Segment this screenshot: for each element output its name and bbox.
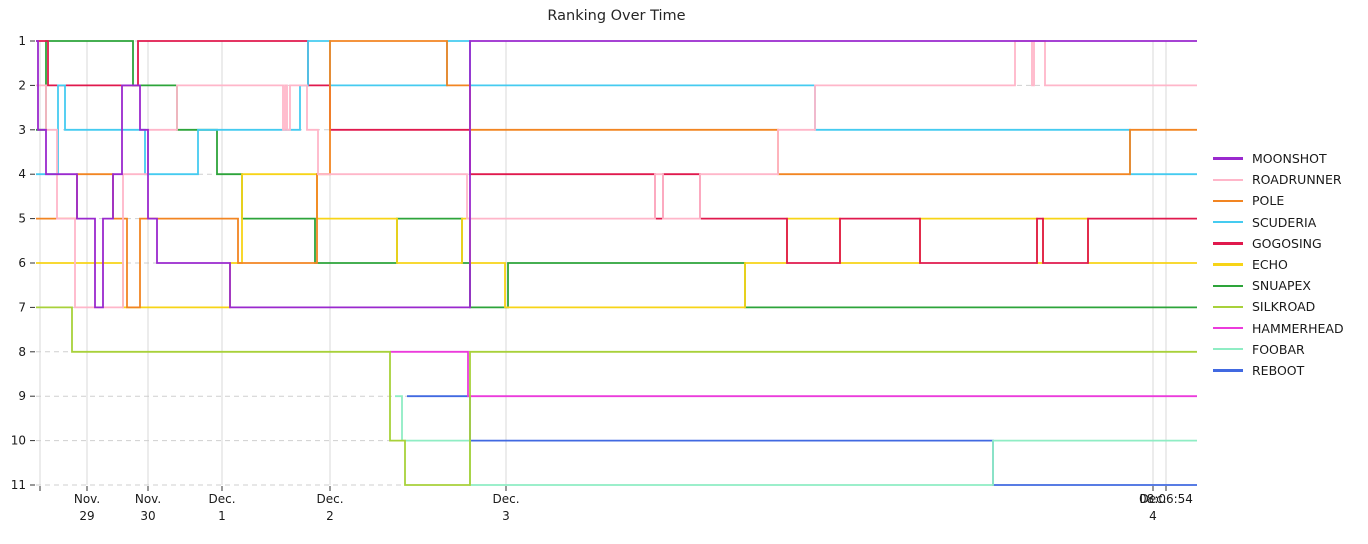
x-tick-label: Dec. [208,492,235,506]
chart-legend: MOONSHOT ROADRUNNER POLE SCUDERIA GOGOSING EC… [1213,148,1344,381]
y-tick-label: 8 [18,345,26,359]
x-tick-label: Nov. [135,492,161,506]
legend-label: FOOBAR [1252,341,1305,357]
y-tick-label: 5 [18,212,26,226]
legend-item-pole: POLE [1213,190,1344,211]
legend-swatch-icon [1213,178,1243,181]
legend-item-roadrunner: ROADRUNNER [1213,169,1344,190]
legend-swatch-icon [1213,263,1243,266]
x-tick-label: Dec. [1139,492,1166,506]
x-tick-label: Nov. [74,492,100,506]
y-tick-label: 11 [11,478,26,492]
series-line-silkroad [36,306,1197,486]
x-tick-label: 30 [140,509,155,523]
series-line-gogosing [36,40,1197,264]
x-tick-label: 3 [502,509,510,523]
legend-label: MOONSHOT [1252,151,1327,167]
legend-item-reboot: REBOOT [1213,360,1344,381]
series-line-snuapex [36,40,1197,309]
x-tick-label: 29 [79,509,94,523]
legend-label: POLE [1252,193,1285,209]
series-line-hammerhead [390,350,1197,398]
legend-item-moonshot: MOONSHOT [1213,148,1344,169]
legend-label: REBOOT [1252,362,1305,378]
legend-label: ROADRUNNER [1252,172,1342,188]
series-line-echo [36,173,1197,309]
series-line-moonshot [36,40,1197,309]
x-tick-label: Dec. [316,492,343,506]
legend-swatch-icon [1213,284,1243,287]
legend-item-scuderia: SCUDERIA [1213,212,1344,233]
legend-swatch-icon [1213,305,1243,309]
legend-label: SILKROAD [1252,299,1316,315]
series-line-roadrunner [36,40,1197,309]
x-tick-label: 4 [1149,509,1157,523]
legend-swatch-icon [1213,369,1243,372]
y-tick-label: 9 [18,389,26,403]
x-tick-label: 08:06:54 [1139,492,1193,506]
legend-item-echo: ECHO [1213,254,1344,275]
y-tick-label: 1 [18,34,26,48]
y-tick-label: 2 [18,78,26,92]
y-tick-label: 6 [18,256,26,270]
legend-item-gogosing: GOGOSING [1213,233,1344,254]
legend-item-hammerhead: HAMMERHEAD [1213,318,1344,339]
y-tick-label: 3 [18,123,26,137]
series-line-reboot [407,395,1197,486]
x-tick-label: 1 [218,509,226,523]
legend-item-silkroad: SILKROAD [1213,296,1344,317]
y-tick-label: 10 [11,434,26,448]
legend-swatch-icon [1213,220,1243,224]
y-tick-label: 7 [18,300,26,314]
legend-label: HAMMERHEAD [1252,320,1344,336]
x-tick-label: 2 [326,509,334,523]
legend-label: SCUDERIA [1252,214,1317,230]
y-tick-label: 4 [18,167,26,181]
legend-label: SNUAPEX [1252,278,1311,294]
chart-title: Ranking Over Time [547,8,686,24]
legend-label: ECHO [1252,257,1288,273]
legend-item-snuapex: SNUAPEX [1213,275,1344,296]
series-line-scuderia [36,40,1197,176]
x-tick-label: Dec. [492,492,519,506]
legend-swatch-icon [1213,348,1243,351]
legend-item-foobar: FOOBAR [1213,339,1344,360]
legend-swatch-icon [1213,157,1243,160]
legend-swatch-icon [1213,326,1243,330]
legend-swatch-icon [1213,242,1243,245]
legend-swatch-icon [1213,199,1243,203]
legend-label: GOGOSING [1252,235,1322,251]
